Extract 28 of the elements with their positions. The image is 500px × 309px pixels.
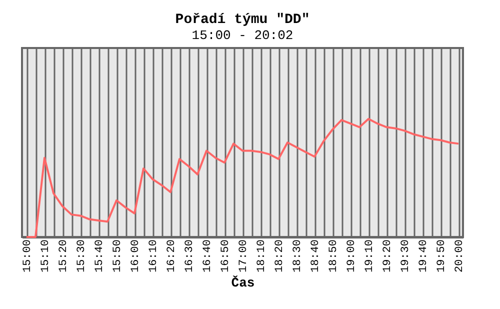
x-tick-label: 15:00	[22, 240, 34, 273]
x-tick-label: 19:40	[418, 240, 430, 273]
x-tick-label: 18:20	[274, 240, 286, 273]
x-tick-label: 16:40	[202, 240, 214, 273]
x-tick-label: 15:50	[112, 240, 124, 273]
x-axis-title: Čas	[231, 276, 255, 291]
x-tick-label: 15:40	[94, 240, 106, 273]
x-tick-label: 16:30	[184, 240, 196, 273]
x-tick-label: 19:50	[436, 240, 448, 273]
x-tick-label: 16:00	[130, 240, 142, 273]
x-tick-label: 16:10	[148, 240, 160, 273]
x-tick-label: 15:30	[76, 240, 88, 273]
x-tick-label: 18:30	[292, 240, 304, 273]
x-tick-label: 19:00	[346, 240, 358, 273]
x-tick-label: 16:50	[220, 240, 232, 273]
x-tick-label: 17:00	[238, 240, 250, 273]
x-tick-label: 15:20	[58, 240, 70, 273]
x-tick-label: 19:20	[382, 240, 394, 273]
chart-subtitle: 15:00 - 20:02	[192, 28, 294, 43]
x-tick-label: 19:10	[364, 240, 376, 273]
chart-title: Pořadí týmu "DD"	[175, 12, 310, 28]
x-tick-label: 19:30	[400, 240, 412, 273]
x-tick-label: 18:10	[256, 240, 268, 273]
x-tick-label: 18:40	[310, 240, 322, 273]
x-tick-label: 16:20	[166, 240, 178, 273]
x-tick-label: 18:50	[328, 240, 340, 273]
x-tick-label: 20:00	[454, 240, 466, 273]
x-tick-label: 15:10	[40, 240, 52, 273]
